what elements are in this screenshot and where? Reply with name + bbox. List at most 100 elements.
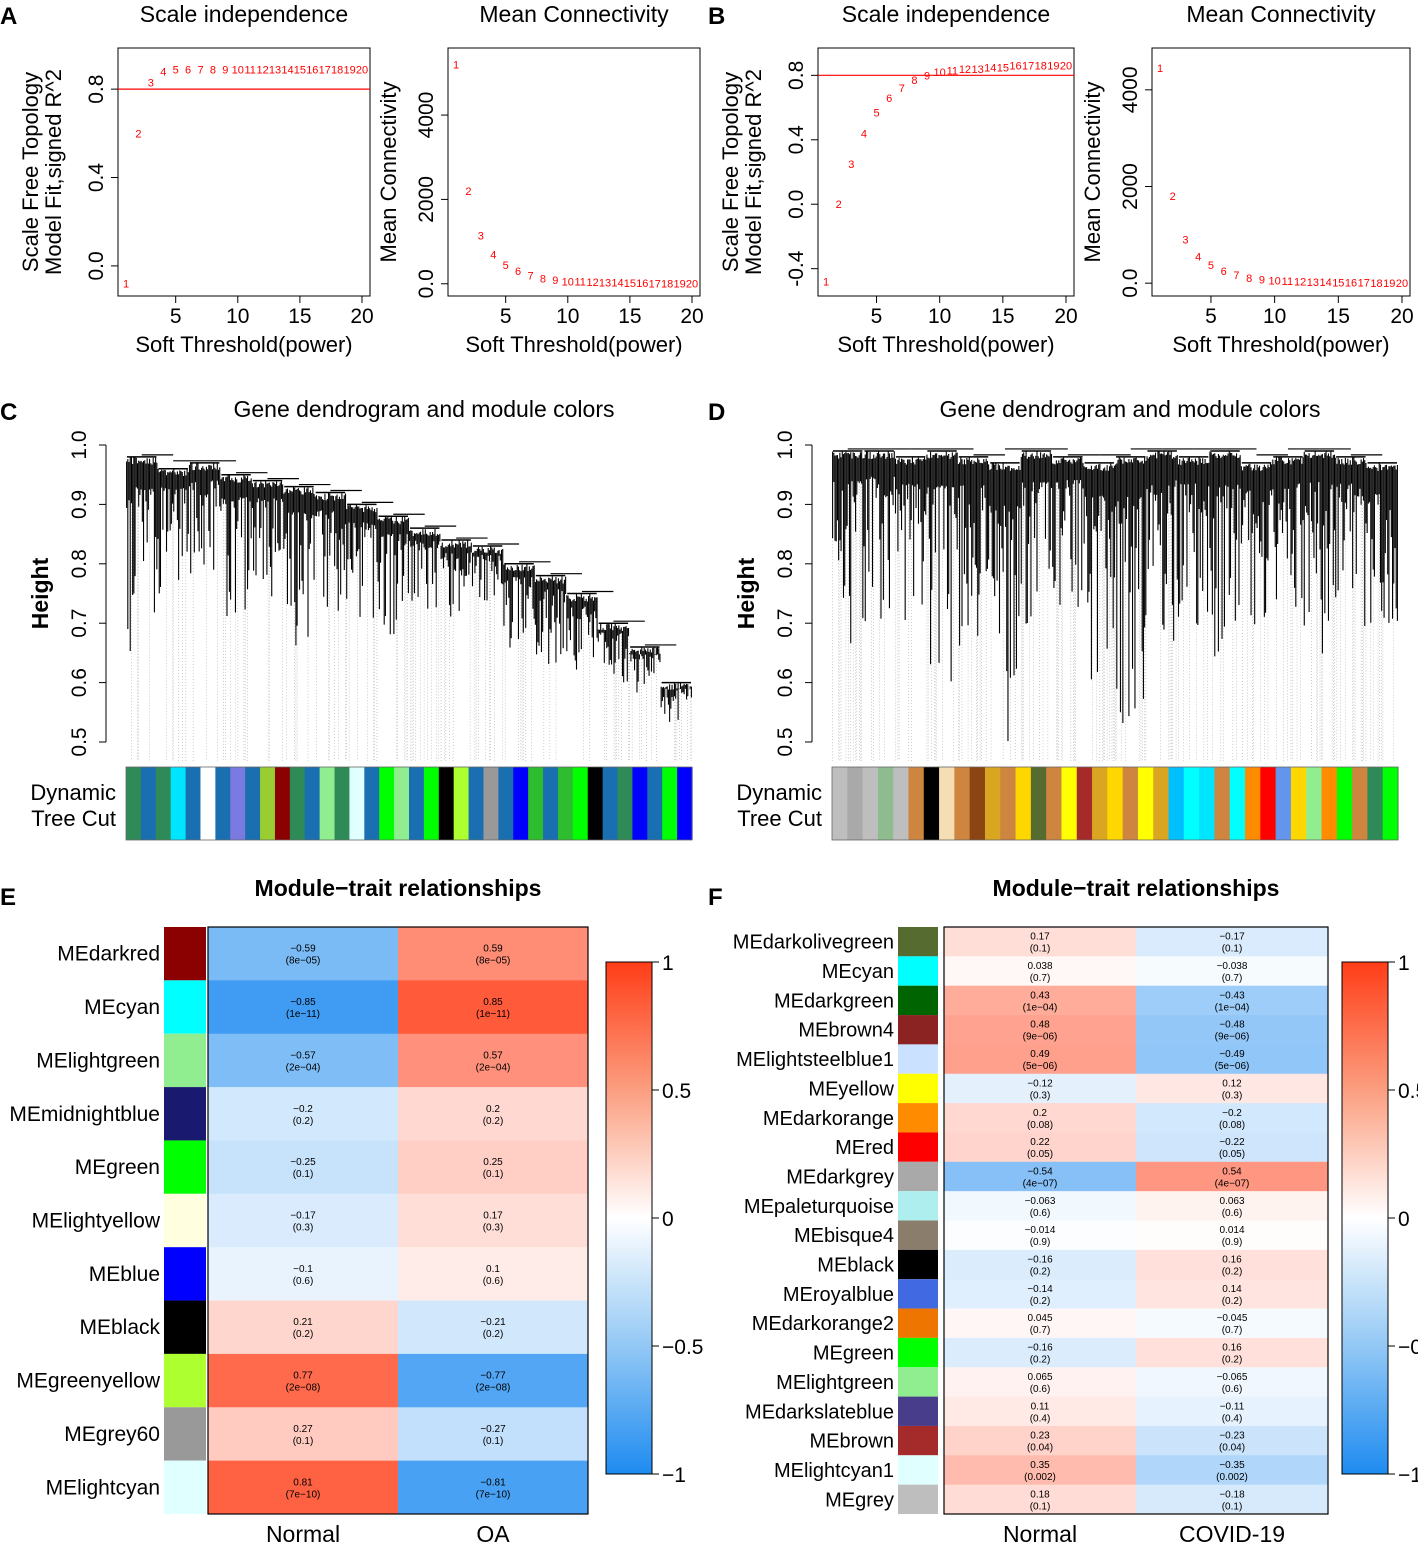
cell-correlation: −0.065	[1217, 1372, 1248, 1383]
cell-correlation: −0.81	[480, 1477, 506, 1488]
dendrogram-branch	[566, 592, 598, 761]
dendrogram-branch	[957, 456, 990, 761]
data-point-label: 14	[984, 62, 996, 74]
x-tick-label: 10	[1263, 305, 1286, 328]
module-color-segment	[1061, 767, 1078, 840]
heatmap-cell	[208, 1300, 399, 1355]
module-color-swatch	[164, 1353, 206, 1408]
heatmap-title: Module−trait relationships	[993, 875, 1280, 901]
y-axis-label: Mean Connectivity	[1080, 82, 1105, 263]
module-color-swatch	[898, 1073, 938, 1104]
module-color-segment	[1168, 767, 1185, 840]
heatmap-cell	[1136, 927, 1329, 957]
cell-pvalue: (0.9)	[1030, 1237, 1051, 1248]
dendrogram-branch	[126, 456, 158, 761]
module-color-segment	[274, 767, 291, 840]
data-point-label: 10	[232, 64, 244, 76]
y-tick-label: 0.8	[785, 61, 808, 90]
heatmap-cell	[398, 1353, 589, 1408]
cell-pvalue: (0.08)	[1027, 1120, 1053, 1131]
cell-correlation: −0.23	[1219, 1431, 1245, 1442]
data-point-label: 10	[1269, 276, 1281, 288]
colorbar-tick-label: −0.5	[662, 1336, 703, 1359]
cell-pvalue: (0.4)	[1222, 1413, 1243, 1424]
plot-frame	[1151, 47, 1411, 297]
heatmap-cell	[944, 1044, 1137, 1075]
cell-correlation: −0.43	[1219, 990, 1245, 1001]
column-label: COVID-19	[1179, 1521, 1285, 1544]
cell-pvalue: (4e−07)	[1215, 1178, 1250, 1189]
cell-correlation: −0.49	[1219, 1049, 1245, 1060]
heatmap-cell	[1136, 1073, 1329, 1104]
cell-correlation: −0.2	[1222, 1108, 1242, 1119]
data-point-label: 13	[1307, 277, 1319, 289]
data-point-label: 13	[599, 278, 611, 290]
y-tick-label: 0.0	[785, 190, 808, 219]
cell-correlation: 0.54	[1222, 1166, 1242, 1177]
cell-pvalue: (0.3)	[293, 1223, 314, 1234]
x-tick-label: 5	[500, 305, 512, 328]
dendrogram-branch	[314, 491, 347, 761]
heatmap-cell	[1136, 1484, 1329, 1515]
heatmap-cell	[208, 1353, 399, 1408]
data-point-label: 8	[1246, 273, 1252, 285]
cell-correlation: −0.045	[1217, 1313, 1248, 1324]
cell-correlation: 0.48	[1030, 1020, 1050, 1031]
dendrogram-branch	[1303, 450, 1336, 761]
cell-correlation: −0.18	[1219, 1489, 1245, 1500]
cell-pvalue: (0.6)	[1030, 1208, 1051, 1219]
data-point-label: 3	[848, 159, 854, 171]
module-color-swatch	[164, 1460, 206, 1514]
cell-correlation: 0.49	[1030, 1049, 1050, 1060]
data-point-label: 14	[611, 278, 623, 290]
module-color-segment	[1367, 767, 1384, 840]
cell-pvalue: (0.6)	[293, 1276, 314, 1287]
module-color-segment	[319, 767, 336, 840]
data-point-label: 7	[527, 270, 533, 282]
cell-pvalue: (0.4)	[1030, 1413, 1051, 1424]
y-tick-label: -0.4	[785, 250, 808, 287]
heatmap-cell	[398, 927, 589, 981]
cell-correlation: 0.17	[1030, 932, 1050, 943]
cell-pvalue: (0.2)	[293, 1116, 314, 1127]
dendrogram-branch	[894, 456, 927, 761]
cell-pvalue: (0.04)	[1219, 1443, 1245, 1454]
data-point-label: 9	[222, 64, 228, 76]
dendrogram-branch	[629, 646, 661, 761]
module-color-segment	[155, 767, 172, 840]
dendrogram-branch	[346, 503, 378, 761]
cell-correlation: 0.11	[1031, 1401, 1050, 1412]
x-tick-label: 5	[170, 305, 182, 328]
heatmap-cell	[944, 1191, 1137, 1221]
data-point-label: 19	[343, 64, 355, 76]
heatmap-title: Module−trait relationships	[255, 875, 542, 901]
cell-pvalue: (0.08)	[1219, 1120, 1245, 1131]
dendrogram-branch	[832, 450, 864, 761]
column-label: Normal	[1003, 1521, 1077, 1544]
module-label: MElightyellow	[32, 1210, 161, 1233]
dendrogram-branch	[1115, 456, 1147, 761]
module-label: MElightcyan	[46, 1476, 160, 1499]
data-point-label: 1	[823, 277, 829, 289]
cell-correlation: 0.2	[1033, 1108, 1047, 1119]
dendrogram-branch	[220, 473, 252, 761]
heatmap-cell	[944, 1103, 1137, 1133]
module-color-segment	[1000, 767, 1017, 840]
cell-pvalue: (0.6)	[1222, 1384, 1243, 1395]
data-point-label: 3	[1182, 235, 1188, 247]
module-color-swatch	[898, 1220, 938, 1250]
module-color-segment	[1306, 767, 1323, 840]
cell-pvalue: (0.002)	[1216, 1472, 1248, 1483]
data-point-label: 18	[1035, 61, 1047, 73]
module-color-segment	[1153, 767, 1170, 840]
module-color-swatch	[898, 1249, 938, 1280]
heatmap-cell	[944, 1367, 1137, 1397]
module-color-segment	[1046, 767, 1063, 840]
heatmap-cell	[944, 927, 1137, 957]
module-color-segment	[1352, 767, 1369, 840]
heatmap-cell	[208, 1247, 399, 1301]
data-point-label: 5	[1208, 260, 1214, 272]
heatmap-cell	[1136, 1015, 1329, 1045]
heatmap-frame	[207, 926, 589, 1515]
y-tick-label: 2000	[415, 176, 438, 223]
